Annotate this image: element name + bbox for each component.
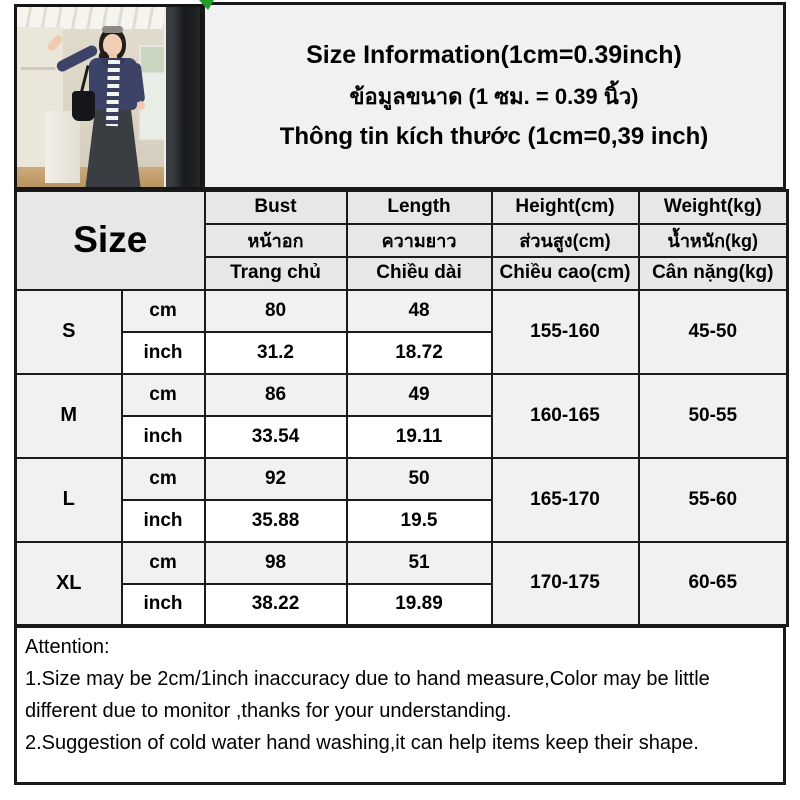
header-row-english: Size Bust Length Height(cm) Weight(kg) — [14, 189, 789, 291]
photo-pedestal — [45, 111, 80, 183]
m-bust-inch: 33.54 — [203, 414, 348, 459]
model-striped-scarf — [105, 59, 121, 127]
s-length-cm: 48 — [345, 288, 493, 333]
unit-cell-cm: cm — [120, 456, 206, 501]
green-corner-marker-icon — [199, 0, 214, 10]
unit-cell-inch: inch — [120, 582, 206, 627]
table-row-l-cm: L cm 92 50 165-170 55-60 — [14, 456, 789, 543]
attention-heading: Attention: — [25, 636, 110, 658]
table-row-xl-cm: XL cm 98 51 170-175 60-65 — [14, 540, 789, 627]
table-row-s-cm: S cm 80 48 155-160 45-50 — [14, 288, 789, 375]
photo-shelf — [21, 67, 55, 70]
xl-bust-inch: 38.22 — [203, 582, 348, 627]
col-header-length-th: ความยาว — [345, 222, 493, 258]
l-bust-cm: 92 — [203, 456, 348, 501]
col-header-height-vi: Chiều cao(cm) — [490, 255, 640, 291]
unit-cell-inch: inch — [120, 330, 206, 375]
m-weight-range: 50-55 — [637, 372, 789, 459]
col-header-weight-vi: Cân nặng(kg) — [637, 255, 789, 291]
xl-weight-range: 60-65 — [637, 540, 789, 627]
m-length-cm: 49 — [345, 372, 493, 417]
col-header-weight-en: Weight(kg) — [637, 189, 789, 225]
table-row-l-inch: inch 35.88 19.5 — [16, 498, 788, 543]
header-row-thai: หน้าอก ความยาว ส่วนสูง(cm) น้ำหนัก(kg) — [16, 222, 789, 258]
col-header-height-en: Height(cm) — [490, 189, 640, 225]
title-thai: ข้อมูลขนาด (1 ซม. = 0.39 นิ้ว) — [349, 84, 639, 109]
col-header-weight-th: น้ำหนัก(kg) — [637, 222, 789, 258]
model-figure — [46, 25, 155, 187]
size-label-s: S — [14, 288, 123, 375]
model-hand — [137, 101, 145, 110]
header-row-vietnamese: Trang chủ Chiều dài Chiều cao(cm) Cân nặ… — [16, 255, 789, 291]
l-bust-inch: 35.88 — [203, 498, 348, 543]
title-vietnamese: Thông tin kích thước (1cm=0,39 inch) — [279, 123, 709, 150]
xl-height-range: 170-175 — [490, 540, 640, 627]
attention-box: Attention: 1.Size may be 2cm/1inch inacc… — [14, 625, 786, 785]
size-corner-cell: Size — [14, 189, 206, 291]
photo-ceiling-beams — [17, 7, 200, 29]
size-label-xl: XL — [14, 540, 123, 627]
col-header-height-th: ส่วนสูง(cm) — [490, 222, 640, 258]
table-row-m-cm: M cm 86 49 160-165 50-55 — [14, 372, 789, 459]
product-photo — [14, 4, 203, 190]
col-header-bust-vi: Trang chủ — [203, 255, 348, 291]
s-weight-range: 45-50 — [637, 288, 789, 375]
size-label-m: M — [14, 372, 123, 459]
photo-dark-door — [166, 7, 200, 187]
title-english: Size Information(1cm=0.39inch) — [306, 41, 682, 69]
unit-cell-inch: inch — [120, 498, 206, 543]
unit-cell-inch: inch — [120, 414, 206, 459]
col-header-length-vi: Chiều dài — [345, 255, 493, 291]
model-neck — [109, 53, 117, 61]
m-bust-cm: 86 — [203, 372, 348, 417]
col-header-bust-th: หน้าอก — [203, 222, 348, 258]
l-height-range: 165-170 — [490, 456, 640, 543]
s-height-range: 155-160 — [490, 288, 640, 375]
l-length-inch: 19.5 — [345, 498, 493, 543]
s-length-inch: 18.72 — [345, 330, 493, 375]
model-face — [103, 34, 122, 56]
unit-cell-cm: cm — [120, 372, 206, 417]
xl-bust-cm: 98 — [203, 540, 348, 585]
size-label-l: L — [14, 456, 123, 543]
table-row-xl-inch: inch 38.22 19.89 — [16, 582, 788, 627]
col-header-length-en: Length — [345, 189, 493, 225]
s-bust-inch: 31.2 — [203, 330, 348, 375]
unit-cell-cm: cm — [120, 540, 206, 585]
m-height-range: 160-165 — [490, 372, 640, 459]
col-header-bust-en: Bust — [203, 189, 348, 225]
attention-note-2: 2.Suggestion of cold water hand washing,… — [25, 732, 699, 754]
model-shoulder-bag — [72, 91, 95, 121]
model-sunglasses — [102, 26, 123, 33]
xl-length-cm: 51 — [345, 540, 493, 585]
l-weight-range: 55-60 — [637, 456, 789, 543]
title-box: Size Information(1cm=0.39inch) ข้อมูลขนา… — [202, 2, 786, 190]
s-bust-cm: 80 — [203, 288, 348, 333]
l-length-cm: 50 — [345, 456, 493, 501]
attention-note-1: 1.Size may be 2cm/1inch inaccuracy due t… — [25, 668, 710, 722]
table-row-m-inch: inch 33.54 19.11 — [16, 414, 788, 459]
m-length-inch: 19.11 — [345, 414, 493, 459]
unit-cell-cm: cm — [120, 288, 206, 333]
size-table: Size Bust Length Height(cm) Weight(kg) ห… — [14, 189, 790, 627]
xl-length-inch: 19.89 — [345, 582, 493, 627]
table-row-s-inch: inch 31.2 18.72 — [16, 330, 788, 375]
